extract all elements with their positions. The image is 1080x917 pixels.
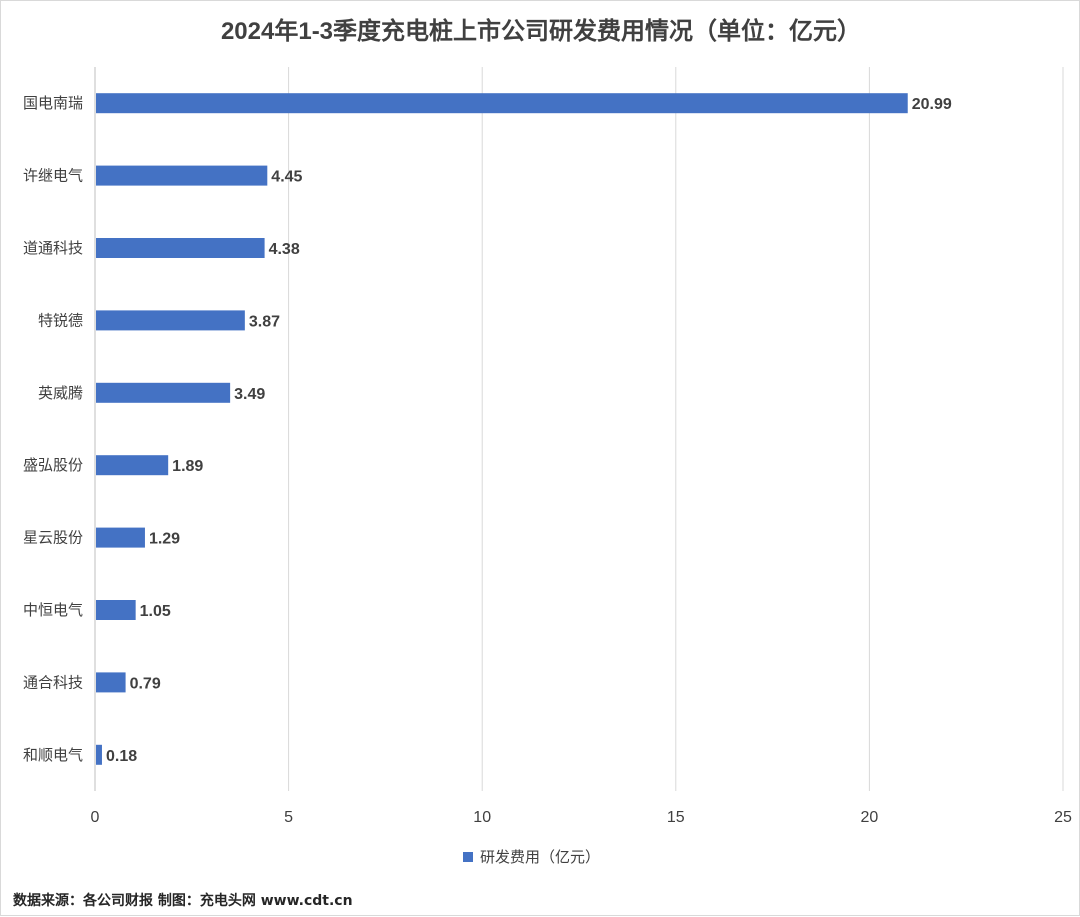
x-tick-label: 25 (1054, 809, 1072, 826)
bar[interactable] (96, 382, 231, 403)
data-label: 1.05 (140, 603, 171, 620)
category-label: 通合科技 (23, 673, 83, 691)
data-label: 4.45 (271, 169, 302, 186)
category-label: 许继电气 (23, 167, 83, 185)
bar[interactable] (96, 600, 136, 620)
bar[interactable] (96, 165, 268, 186)
data-label: 3.87 (249, 313, 280, 330)
x-tick-labels: 0 5 10 15 20 25 (91, 809, 1072, 826)
bar[interactable] (96, 238, 265, 258)
data-label: 3.49 (234, 386, 265, 403)
x-tick-label: 5 (284, 809, 293, 826)
data-label: 4.38 (269, 241, 300, 258)
gridlines (94, 67, 1064, 791)
x-tick-label: 15 (667, 809, 685, 826)
bar[interactable] (96, 672, 126, 693)
x-tick-label: 10 (473, 809, 491, 826)
legend-swatch (463, 852, 473, 862)
data-label: 0.79 (130, 675, 161, 692)
data-label: 20.99 (912, 96, 952, 113)
category-label: 中恒电气 (23, 601, 83, 619)
data-labels: 20.99 4.45 4.38 3.87 3.49 1.89 1.29 1.05 0.79 0.1… (106, 96, 952, 765)
data-label: 1.29 (149, 531, 180, 548)
source-note: 数据来源：各公司财报 制图：充电头网 www.cdt.cn (13, 892, 353, 909)
category-label: 国电南瑞 (23, 94, 83, 112)
bar[interactable] (96, 93, 908, 114)
bars (96, 93, 908, 765)
legend[interactable]: 研发费用（亿元） (463, 848, 600, 866)
x-tick-label: 0 (91, 809, 100, 826)
bar[interactable] (96, 455, 169, 476)
legend-label: 研发费用（亿元） (480, 848, 600, 866)
bar[interactable] (96, 744, 102, 765)
data-label: 0.18 (106, 748, 137, 765)
data-label: 1.89 (172, 458, 203, 475)
category-label: 星云股份 (23, 529, 83, 547)
category-label: 道通科技 (23, 239, 83, 257)
category-label: 特锐德 (38, 311, 83, 329)
chart-title: 2024年1-3季度充电桩上市公司研发费用情况（单位：亿元） (221, 17, 861, 45)
x-tick-label: 20 (861, 809, 879, 826)
category-label: 盛弘股份 (23, 456, 83, 474)
category-label: 和顺电气 (23, 746, 83, 764)
bar[interactable] (96, 527, 145, 548)
category-label: 英威腾 (38, 384, 83, 402)
bar[interactable] (96, 310, 245, 331)
